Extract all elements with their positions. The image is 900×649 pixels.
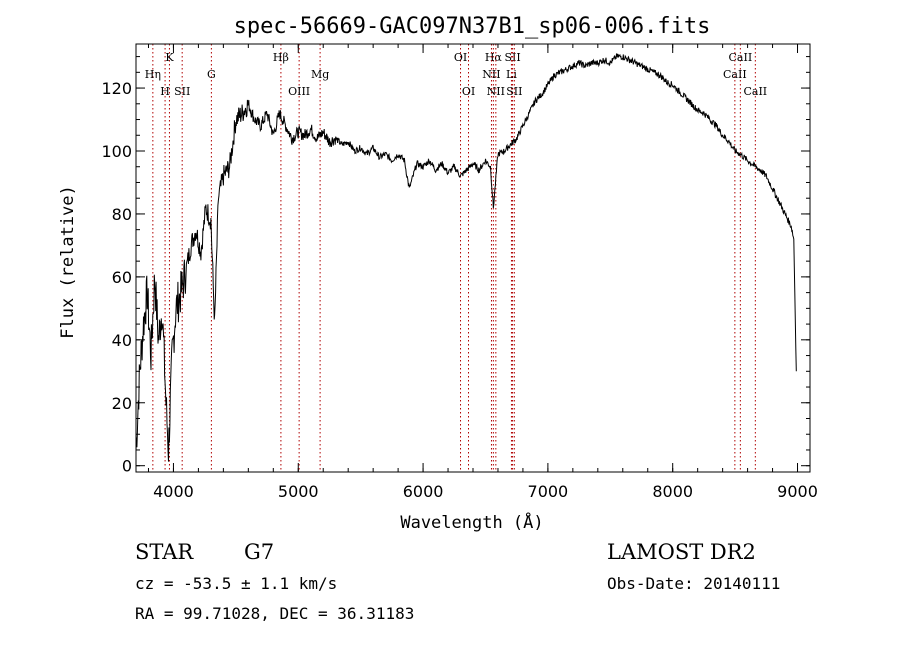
y-tick-label: 40 [112,331,132,350]
line-marker-label: CaII [729,51,753,64]
x-tick-label: 8000 [652,482,693,501]
x-tick-label: 5000 [278,482,319,501]
line-marker-label: SII [504,51,520,64]
obs-date-text: Obs-Date: 20140111 [607,574,780,593]
x-tick-label: 7000 [528,482,569,501]
line-marker-label: Hη [145,68,161,81]
line-marker-label: Mg [311,68,329,81]
line-marker-label: OI [462,85,475,98]
x-tick-label: 4000 [153,482,194,501]
redshift-text: cz = -53.5 ± 1.1 km/s [135,574,337,593]
line-marker-label: CaII [723,68,747,81]
line-marker-label: OIII [288,85,310,98]
y-tick-label: 60 [112,268,132,287]
x-axis-label: Wavelength (Å) [400,511,543,533]
line-marker-label: H [160,85,170,98]
chart-title: spec-56669-GAC097N37B1_sp06-006.fits [234,14,711,39]
line-marker-label: Hα [485,51,503,64]
axis-frame [135,43,811,473]
line-marker-label: K [165,51,174,64]
y-axis-label: Flux (relative) [58,185,78,339]
line-marker-label: OI [454,51,467,64]
x-tick-label: 6000 [403,482,444,501]
line-marker-label: CaII [743,85,767,98]
subclass: G7 [244,540,274,564]
coordinates-text: RA = 99.71028, DEC = 36.31183 [135,604,414,623]
line-marker-label: SII [174,85,190,98]
x-tick-label: 9000 [777,482,818,501]
y-tick-label: 20 [112,394,132,413]
y-tick-label: 80 [112,205,132,224]
y-tick-label: 0 [122,457,132,476]
survey-name: LAMOST DR2 [607,540,756,564]
line-marker-label: SII [506,85,522,98]
line-marker-label: NII [482,68,500,81]
spectrum-line [135,53,797,462]
line-marker-label: G [207,68,216,81]
y-tick-label: 120 [101,79,132,98]
line-marker-label: NII [487,85,505,98]
object-class: STAR [135,540,194,564]
plot-area: 4000 5000 6000 7000 8000 9000 0 20 40 60 80 100 120 H… [101,43,818,501]
line-marker-label: Li [506,68,517,81]
line-marker-label: Hβ [273,51,289,64]
y-tick-label: 100 [101,142,132,161]
